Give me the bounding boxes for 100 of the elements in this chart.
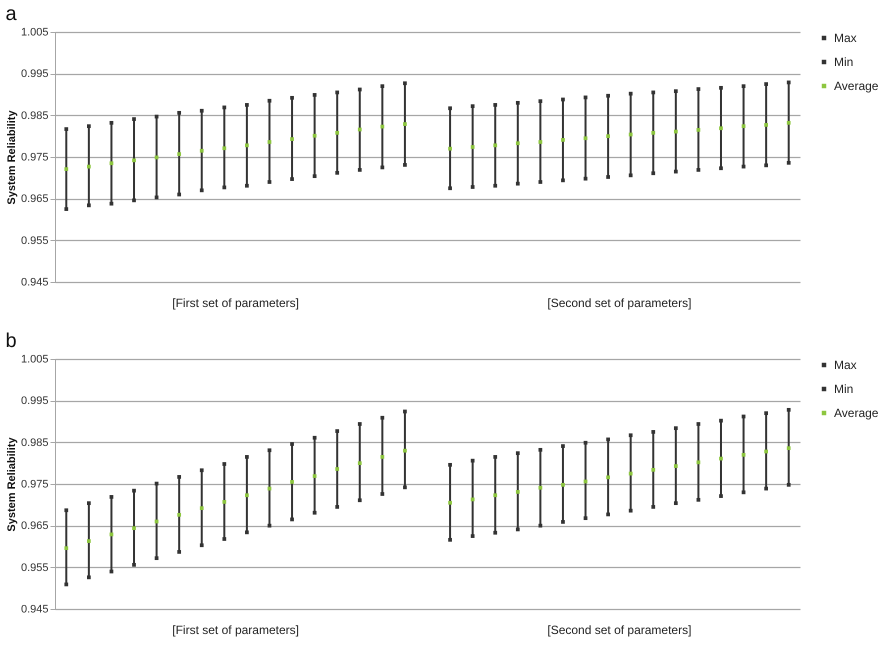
point: [470, 145, 475, 149]
point: [64, 127, 68, 131]
point: [606, 475, 610, 480]
point: [538, 140, 542, 144]
point: [380, 492, 384, 496]
legend-label: Average: [834, 79, 879, 93]
point: [764, 486, 768, 490]
point: [764, 123, 768, 127]
point: [606, 438, 610, 442]
text: [First set of parameters]: [172, 296, 299, 310]
point: [335, 90, 340, 94]
point: [110, 570, 114, 574]
point: [268, 180, 272, 184]
point: [110, 161, 114, 166]
point: [628, 472, 633, 476]
point: [403, 448, 407, 453]
point: [64, 167, 68, 171]
point: [696, 498, 700, 502]
point: [132, 198, 136, 202]
point: [86, 539, 91, 543]
point: [696, 128, 700, 132]
point: [222, 537, 226, 541]
point: [290, 137, 294, 141]
point: [674, 170, 678, 174]
point: [403, 81, 407, 86]
point: [561, 520, 565, 524]
point: [786, 80, 791, 84]
point: [606, 175, 610, 179]
point: [132, 562, 136, 567]
point: [584, 96, 588, 100]
point: [290, 96, 294, 100]
point: [403, 163, 407, 167]
legend-label: Max: [834, 31, 857, 45]
point: [335, 505, 340, 509]
point: [245, 455, 249, 459]
point: [742, 84, 746, 88]
point: [64, 582, 68, 586]
point: [110, 495, 114, 499]
point: [268, 98, 272, 103]
y-tick-label: 0.995: [20, 68, 48, 80]
point: [132, 117, 136, 121]
point: [290, 480, 294, 484]
point: [64, 207, 68, 211]
point: [584, 480, 588, 484]
point: [222, 186, 226, 190]
y-tick-label: 0.965: [20, 193, 48, 206]
point: [110, 532, 114, 536]
point: [177, 550, 182, 554]
point: [561, 138, 565, 142]
point: [222, 500, 226, 504]
point: [154, 114, 158, 118]
point: [154, 196, 158, 200]
point: [719, 456, 723, 460]
point: [448, 462, 452, 467]
y-tick-label: 0.985: [20, 436, 48, 449]
point: [448, 538, 452, 542]
chart-title: b: [5, 330, 17, 352]
point: [696, 422, 700, 426]
point: [742, 414, 746, 418]
point: [719, 494, 723, 498]
y-tick-label: 1.005: [20, 26, 48, 38]
point: [177, 192, 182, 196]
point: [358, 422, 362, 426]
point: [719, 418, 723, 423]
y-tick-label: 0.995: [20, 395, 48, 408]
point: [470, 534, 475, 538]
legend-label: Max: [834, 358, 857, 372]
point: [358, 168, 362, 172]
point: [380, 166, 384, 170]
point: [268, 524, 272, 528]
point: [222, 106, 226, 110]
point: [290, 518, 294, 522]
point: [674, 130, 678, 134]
point: [606, 512, 610, 516]
point: [403, 485, 407, 490]
point: [245, 143, 249, 148]
point: [493, 103, 498, 107]
point: [312, 93, 316, 97]
point: [335, 467, 340, 471]
point: [651, 505, 656, 509]
point: [742, 490, 746, 494]
point: [696, 87, 700, 91]
y-tick-label: 0.955: [20, 562, 48, 574]
y-tick-label: 0.975: [20, 152, 48, 164]
point: [516, 490, 520, 494]
point: [86, 164, 91, 168]
point: [290, 177, 294, 181]
point: [380, 124, 384, 128]
point: [561, 444, 565, 448]
y-axis-title: System Reliability: [6, 436, 18, 532]
text: [Second set of parameters]: [547, 623, 692, 637]
point: [696, 168, 700, 172]
legend-label: Min: [834, 55, 854, 69]
y-tick-label: 0.945: [20, 604, 48, 616]
point: [403, 410, 407, 414]
point: [132, 158, 136, 162]
legend-label: Average: [834, 406, 879, 420]
point: [674, 464, 678, 468]
point: [358, 88, 362, 92]
point: [448, 146, 452, 151]
